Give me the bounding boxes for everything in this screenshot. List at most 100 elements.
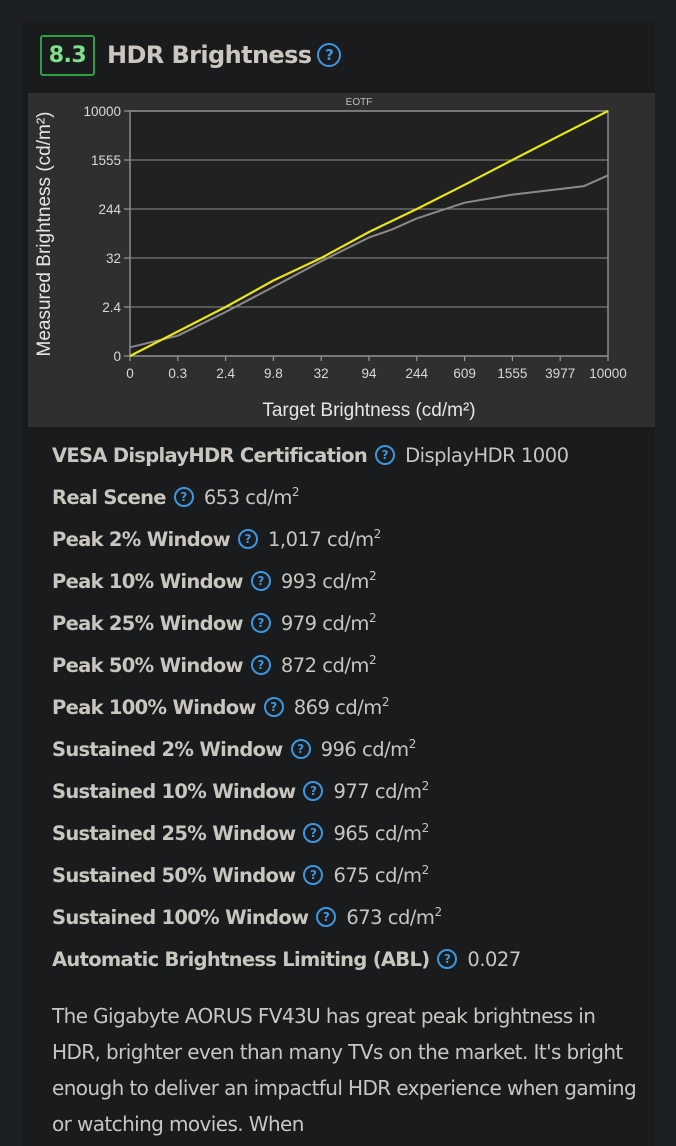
y-tick-label: 10000 xyxy=(83,104,121,119)
spec-value: 993 cd/m2 xyxy=(280,569,377,593)
x-tick-label: 0.3 xyxy=(168,366,187,381)
spec-label: Sustained 2% Window xyxy=(52,737,283,761)
spec-row: Sustained 25% Window? 965 cd/m2 xyxy=(52,812,652,854)
spec-value: 673 cd/m2 xyxy=(346,905,442,929)
y-tick-label: 2.4 xyxy=(102,300,121,315)
spec-row: Sustained 10% Window? 977 cd/m2 xyxy=(52,770,652,812)
x-tick-label: 609 xyxy=(453,366,476,381)
spec-row: Peak 2% Window? 1,017 cd/m2 xyxy=(52,518,652,560)
spec-label: Peak 10% Window xyxy=(52,569,244,593)
spec-value: DisplayHDR 1000 xyxy=(405,443,569,467)
y-tick-label: 0 xyxy=(113,349,121,364)
spec-value-text: 869 cd/m xyxy=(293,696,383,719)
y-tick-label: 244 xyxy=(98,202,121,217)
spec-label: Peak 2% Window xyxy=(52,527,231,551)
spec-unit-superscript: 2 xyxy=(373,527,382,541)
spec-unit-superscript: 2 xyxy=(421,779,430,793)
question-circle-icon[interactable]: ? xyxy=(250,613,271,633)
description-paragraph: The Gigabyte AORUS FV43U has great peak … xyxy=(52,1004,637,1136)
spec-unit-superscript: 2 xyxy=(368,611,377,625)
spec-unit-superscript: 2 xyxy=(368,569,377,583)
spec-value: 979 cd/m2 xyxy=(280,611,377,635)
spec-row: Automatic Brightness Limiting (ABL)? 0.02… xyxy=(52,938,652,980)
spec-row: Peak 50% Window? 872 cd/m2 xyxy=(52,644,652,686)
spec-row: Peak 100% Window? 869 cd/m2 xyxy=(52,686,652,728)
hdr-brightness-panel: 8.3 HDR Brightness ? EOTF 0 2.4 32 244 1555 10… xyxy=(22,20,655,1146)
spec-value-text: 675 cd/m xyxy=(333,864,422,887)
measured-line xyxy=(129,174,609,349)
spec-row: Sustained 2% Window? 996 cd/m2 xyxy=(52,728,652,770)
x-tick-label: 2.4 xyxy=(216,366,235,381)
spec-label: Sustained 10% Window xyxy=(52,779,296,803)
question-circle-icon[interactable]: ? xyxy=(303,781,324,801)
spec-value: 872 cd/m2 xyxy=(280,653,377,677)
spec-unit-superscript: 2 xyxy=(408,737,417,751)
x-tick-label: 244 xyxy=(406,366,429,381)
question-circle-icon[interactable]: ? xyxy=(316,907,337,927)
section-title: HDR Brightness xyxy=(107,41,312,69)
spec-row: Sustained 50% Window? 675 cd/m2 xyxy=(52,854,652,896)
spec-value-text: 653 cd/m xyxy=(203,486,293,509)
spec-value-text: 996 cd/m xyxy=(320,738,410,761)
target-line xyxy=(129,110,609,357)
spec-unit-superscript: 2 xyxy=(291,485,300,499)
spec-value-text: DisplayHDR 1000 xyxy=(405,444,569,467)
spec-label: Automatic Brightness Limiting (ABL) xyxy=(52,947,430,971)
spec-label: Peak 50% Window xyxy=(52,653,244,677)
specs-list: VESA DisplayHDR Certification? DisplayHDR… xyxy=(52,434,652,980)
spec-row: Real Scene? 653 cd/m2 xyxy=(52,476,652,518)
eotf-chart-svg: EOTF 0 2.4 32 244 1555 10000 0 0.3 2.4 9.8 32 94 244 6… xyxy=(34,97,627,421)
x-tick-label: 9.8 xyxy=(264,366,283,381)
score-badge: 8.3 xyxy=(40,34,95,76)
spec-label: Real Scene xyxy=(52,485,167,509)
eotf-chart: EOTF 0 2.4 32 244 1555 10000 0 0.3 2.4 9.8 32 94 244 6… xyxy=(28,93,655,427)
x-axis-label: Target Brightness (cd/m²) xyxy=(262,400,475,421)
spec-unit-superscript: 2 xyxy=(381,695,390,709)
spec-unit-superscript: 2 xyxy=(434,905,442,919)
spec-unit-superscript: 2 xyxy=(421,821,430,835)
spec-value-text: 993 cd/m xyxy=(280,570,370,593)
spec-value: 653 cd/m2 xyxy=(203,485,300,509)
spec-label: Sustained 25% Window xyxy=(52,821,296,845)
spec-unit-superscript: 2 xyxy=(421,863,430,877)
spec-row: Peak 25% Window? 979 cd/m2 xyxy=(52,602,652,644)
question-circle-icon[interactable]: ? xyxy=(303,865,324,885)
spec-value-text: 979 cd/m xyxy=(280,612,370,635)
spec-value: 965 cd/m2 xyxy=(333,821,430,845)
spec-value: 1,017 cd/m2 xyxy=(268,527,381,551)
spec-value-text: 0.027 xyxy=(467,948,521,971)
spec-value: 675 cd/m2 xyxy=(333,863,430,887)
spec-row: Peak 10% Window? 993 cd/m2 xyxy=(52,560,652,602)
y-tick-label: 32 xyxy=(106,251,121,266)
spec-label: Peak 100% Window xyxy=(52,695,256,719)
spec-value-text: 977 cd/m xyxy=(333,780,422,803)
question-circle-icon[interactable]: ? xyxy=(375,445,396,465)
spec-value-text: 965 cd/m xyxy=(333,822,422,845)
spec-value: 996 cd/m2 xyxy=(320,737,417,761)
question-circle-icon[interactable]: ? xyxy=(437,949,458,969)
spec-label: Sustained 100% Window xyxy=(52,905,309,929)
question-circle-icon[interactable]: ? xyxy=(250,655,271,675)
question-circle-icon[interactable]: ? xyxy=(250,571,271,591)
x-tick-label: 94 xyxy=(361,366,377,381)
question-circle-icon[interactable]: ? xyxy=(263,697,284,717)
spec-label: Sustained 50% Window xyxy=(52,863,296,887)
question-circle-icon[interactable]: ? xyxy=(303,823,324,843)
question-circle-icon[interactable]: ? xyxy=(173,487,194,507)
spec-unit-superscript: 2 xyxy=(368,653,377,667)
x-tick-label: 1555 xyxy=(497,366,527,381)
x-tick-label: 3977 xyxy=(545,366,575,381)
spec-value: 977 cd/m2 xyxy=(333,779,430,803)
spec-label: Peak 25% Window xyxy=(52,611,244,635)
y-tick-label: 1555 xyxy=(91,153,121,168)
spec-value-text: 1,017 cd/m xyxy=(267,528,374,551)
question-circle-icon[interactable]: ? xyxy=(317,43,342,67)
spec-value: 869 cd/m2 xyxy=(293,695,390,719)
spec-value-text: 872 cd/m xyxy=(280,654,370,677)
section-header: 8.3 HDR Brightness ? xyxy=(40,34,342,76)
spec-label: VESA DisplayHDR Certification xyxy=(52,443,368,467)
x-tick-label: 0 xyxy=(126,366,134,381)
question-circle-icon[interactable]: ? xyxy=(290,739,311,759)
question-circle-icon[interactable]: ? xyxy=(237,529,258,549)
spec-value-text: 673 cd/m xyxy=(346,906,435,929)
